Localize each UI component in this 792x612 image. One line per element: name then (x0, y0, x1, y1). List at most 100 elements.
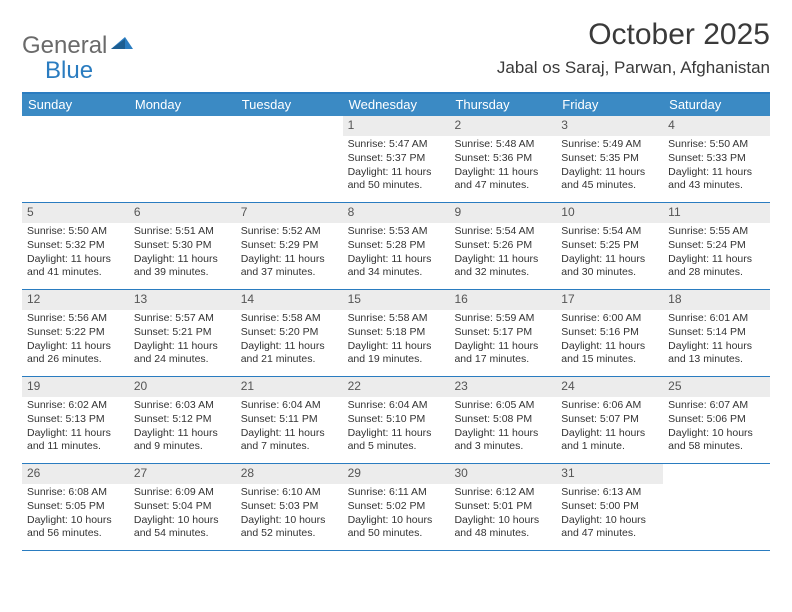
sunrise-text: Sunrise: 6:10 AM (241, 486, 338, 500)
sunset-text: Sunset: 5:17 PM (454, 326, 551, 340)
day-body: Sunrise: 5:47 AMSunset: 5:37 PMDaylight:… (343, 136, 450, 197)
sunrise-text: Sunrise: 5:50 AM (27, 225, 124, 239)
day-cell: 22Sunrise: 6:04 AMSunset: 5:10 PMDayligh… (343, 377, 450, 463)
day-number: 5 (22, 203, 129, 223)
sunset-text: Sunset: 5:16 PM (561, 326, 658, 340)
day-body: Sunrise: 6:13 AMSunset: 5:00 PMDaylight:… (556, 484, 663, 545)
sunset-text: Sunset: 5:28 PM (348, 239, 445, 253)
daylight-text: Daylight: 11 hours and 43 minutes. (668, 166, 765, 194)
day-body (236, 120, 343, 126)
sunrise-text: Sunrise: 5:58 AM (348, 312, 445, 326)
daylight-text: Daylight: 11 hours and 17 minutes. (454, 340, 551, 368)
day-body: Sunrise: 6:07 AMSunset: 5:06 PMDaylight:… (663, 397, 770, 458)
day-number: 13 (129, 290, 236, 310)
logo: General Blue (22, 18, 133, 60)
day-body: Sunrise: 5:59 AMSunset: 5:17 PMDaylight:… (449, 310, 556, 371)
sunset-text: Sunset: 5:14 PM (668, 326, 765, 340)
daylight-text: Daylight: 11 hours and 26 minutes. (27, 340, 124, 368)
dow-friday: Friday (556, 94, 663, 116)
dow-wednesday: Wednesday (343, 94, 450, 116)
week-row: 26Sunrise: 6:08 AMSunset: 5:05 PMDayligh… (22, 464, 770, 551)
day-cell: 29Sunrise: 6:11 AMSunset: 5:02 PMDayligh… (343, 464, 450, 550)
week-row: 19Sunrise: 6:02 AMSunset: 5:13 PMDayligh… (22, 377, 770, 464)
sunrise-text: Sunrise: 5:56 AM (27, 312, 124, 326)
sunset-text: Sunset: 5:29 PM (241, 239, 338, 253)
sunset-text: Sunset: 5:02 PM (348, 500, 445, 514)
sunset-text: Sunset: 5:26 PM (454, 239, 551, 253)
day-body: Sunrise: 6:05 AMSunset: 5:08 PMDaylight:… (449, 397, 556, 458)
day-body: Sunrise: 5:54 AMSunset: 5:26 PMDaylight:… (449, 223, 556, 284)
logo-triangle-icon (111, 35, 133, 53)
day-number: 23 (449, 377, 556, 397)
sunrise-text: Sunrise: 6:06 AM (561, 399, 658, 413)
day-number: 9 (449, 203, 556, 223)
day-number: 16 (449, 290, 556, 310)
day-cell: 14Sunrise: 5:58 AMSunset: 5:20 PMDayligh… (236, 290, 343, 376)
sunrise-text: Sunrise: 6:05 AM (454, 399, 551, 413)
sunset-text: Sunset: 5:06 PM (668, 413, 765, 427)
header-row: General Blue October 2025 Jabal os Saraj… (22, 18, 770, 78)
day-cell: 20Sunrise: 6:03 AMSunset: 5:12 PMDayligh… (129, 377, 236, 463)
sunrise-text: Sunrise: 6:09 AM (134, 486, 231, 500)
logo-text-blue: Blue (45, 57, 93, 85)
day-body: Sunrise: 5:54 AMSunset: 5:25 PMDaylight:… (556, 223, 663, 284)
daylight-text: Daylight: 10 hours and 58 minutes. (668, 427, 765, 455)
daylight-text: Daylight: 11 hours and 34 minutes. (348, 253, 445, 281)
day-number: 18 (663, 290, 770, 310)
day-cell: 31Sunrise: 6:13 AMSunset: 5:00 PMDayligh… (556, 464, 663, 550)
day-number: 31 (556, 464, 663, 484)
day-body: Sunrise: 6:04 AMSunset: 5:11 PMDaylight:… (236, 397, 343, 458)
daylight-text: Daylight: 11 hours and 28 minutes. (668, 253, 765, 281)
daylight-text: Daylight: 11 hours and 45 minutes. (561, 166, 658, 194)
day-number: 21 (236, 377, 343, 397)
day-cell: 12Sunrise: 5:56 AMSunset: 5:22 PMDayligh… (22, 290, 129, 376)
sunrise-text: Sunrise: 5:50 AM (668, 138, 765, 152)
day-body: Sunrise: 5:57 AMSunset: 5:21 PMDaylight:… (129, 310, 236, 371)
day-cell: 9Sunrise: 5:54 AMSunset: 5:26 PMDaylight… (449, 203, 556, 289)
sunset-text: Sunset: 5:36 PM (454, 152, 551, 166)
sunset-text: Sunset: 5:03 PM (241, 500, 338, 514)
day-body: Sunrise: 6:03 AMSunset: 5:12 PMDaylight:… (129, 397, 236, 458)
day-cell: 30Sunrise: 6:12 AMSunset: 5:01 PMDayligh… (449, 464, 556, 550)
day-cell: 7Sunrise: 5:52 AMSunset: 5:29 PMDaylight… (236, 203, 343, 289)
day-number: 25 (663, 377, 770, 397)
day-body (22, 120, 129, 126)
weeks-container: 1Sunrise: 5:47 AMSunset: 5:37 PMDaylight… (22, 116, 770, 551)
day-body: Sunrise: 6:04 AMSunset: 5:10 PMDaylight:… (343, 397, 450, 458)
day-cell (236, 116, 343, 202)
day-body: Sunrise: 6:09 AMSunset: 5:04 PMDaylight:… (129, 484, 236, 545)
day-number: 24 (556, 377, 663, 397)
day-cell: 15Sunrise: 5:58 AMSunset: 5:18 PMDayligh… (343, 290, 450, 376)
day-cell: 4Sunrise: 5:50 AMSunset: 5:33 PMDaylight… (663, 116, 770, 202)
day-cell: 19Sunrise: 6:02 AMSunset: 5:13 PMDayligh… (22, 377, 129, 463)
daylight-text: Daylight: 11 hours and 24 minutes. (134, 340, 231, 368)
day-body: Sunrise: 5:56 AMSunset: 5:22 PMDaylight:… (22, 310, 129, 371)
day-number: 2 (449, 116, 556, 136)
day-body: Sunrise: 6:00 AMSunset: 5:16 PMDaylight:… (556, 310, 663, 371)
sunrise-text: Sunrise: 5:54 AM (561, 225, 658, 239)
day-number: 22 (343, 377, 450, 397)
day-number: 4 (663, 116, 770, 136)
daylight-text: Daylight: 10 hours and 50 minutes. (348, 514, 445, 542)
daylight-text: Daylight: 11 hours and 37 minutes. (241, 253, 338, 281)
daylight-text: Daylight: 11 hours and 39 minutes. (134, 253, 231, 281)
daylight-text: Daylight: 11 hours and 3 minutes. (454, 427, 551, 455)
day-number: 3 (556, 116, 663, 136)
sunrise-text: Sunrise: 5:54 AM (454, 225, 551, 239)
sunset-text: Sunset: 5:08 PM (454, 413, 551, 427)
day-cell: 1Sunrise: 5:47 AMSunset: 5:37 PMDaylight… (343, 116, 450, 202)
day-cell: 5Sunrise: 5:50 AMSunset: 5:32 PMDaylight… (22, 203, 129, 289)
day-cell (129, 116, 236, 202)
day-number: 8 (343, 203, 450, 223)
sunset-text: Sunset: 5:21 PM (134, 326, 231, 340)
daylight-text: Daylight: 11 hours and 1 minute. (561, 427, 658, 455)
dow-saturday: Saturday (663, 94, 770, 116)
sunrise-text: Sunrise: 5:52 AM (241, 225, 338, 239)
sunset-text: Sunset: 5:30 PM (134, 239, 231, 253)
sunset-text: Sunset: 5:35 PM (561, 152, 658, 166)
sunrise-text: Sunrise: 5:55 AM (668, 225, 765, 239)
sunrise-text: Sunrise: 6:03 AM (134, 399, 231, 413)
sunrise-text: Sunrise: 6:07 AM (668, 399, 765, 413)
day-cell: 21Sunrise: 6:04 AMSunset: 5:11 PMDayligh… (236, 377, 343, 463)
day-body: Sunrise: 5:58 AMSunset: 5:18 PMDaylight:… (343, 310, 450, 371)
